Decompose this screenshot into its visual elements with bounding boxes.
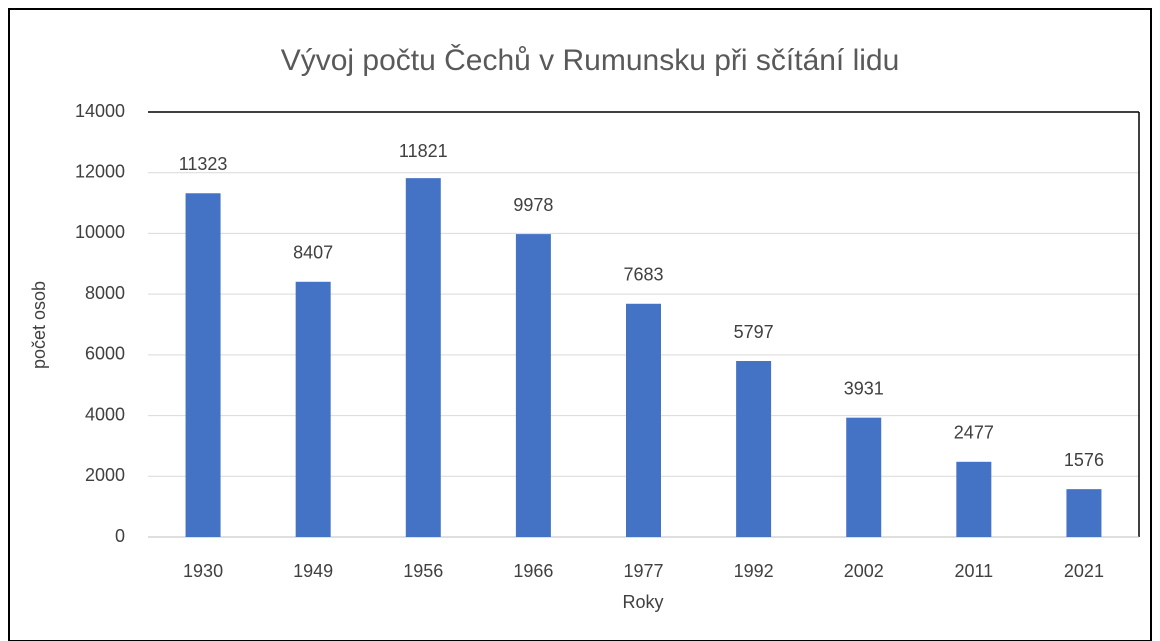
x-tick-label: 1977 (623, 561, 663, 581)
data-label: 8407 (293, 243, 333, 263)
y-tick-label: 0 (115, 526, 125, 546)
bar (185, 193, 221, 538)
y-tick-label: 4000 (85, 404, 125, 424)
data-label: 9978 (513, 195, 553, 215)
data-label: 7683 (623, 265, 663, 285)
data-label: 2477 (954, 423, 994, 443)
y-tick-label: 2000 (85, 465, 125, 485)
data-label: 3931 (844, 378, 884, 398)
chart-title: Vývoj počtu Čechů v Rumunsku při sčítání… (281, 43, 900, 77)
bar (405, 178, 441, 538)
data-label: 11323 (179, 154, 228, 174)
x-tick-label: 1949 (293, 561, 333, 581)
bar (1066, 489, 1102, 537)
y-tick-label: 12000 (75, 161, 125, 181)
data-label: 1576 (1064, 450, 1104, 470)
y-tick-label: 6000 (85, 344, 125, 364)
data-label: 11821 (399, 141, 448, 161)
x-tick-label: 1966 (513, 561, 553, 581)
x-tick-label: 1930 (183, 561, 223, 581)
bar (846, 417, 882, 537)
bar (515, 234, 551, 537)
bar (295, 281, 331, 537)
x-tick-label: 2021 (1064, 561, 1104, 581)
y-tick-label: 10000 (75, 222, 125, 242)
bar (626, 303, 661, 537)
data-label: 5797 (734, 322, 774, 342)
bar (736, 361, 772, 537)
x-tick-label: 1956 (403, 561, 443, 581)
y-axis-title: počet osob (29, 281, 49, 369)
x-axis-title: Roky (622, 592, 663, 612)
chart-frame (8, 8, 1152, 641)
bar (956, 461, 992, 537)
y-tick-label: 8000 (85, 283, 125, 303)
x-tick-label: 2011 (954, 561, 993, 581)
x-tick-label: 2002 (844, 561, 884, 581)
y-tick-label: 14000 (75, 101, 125, 121)
x-tick-label: 1992 (734, 561, 774, 581)
